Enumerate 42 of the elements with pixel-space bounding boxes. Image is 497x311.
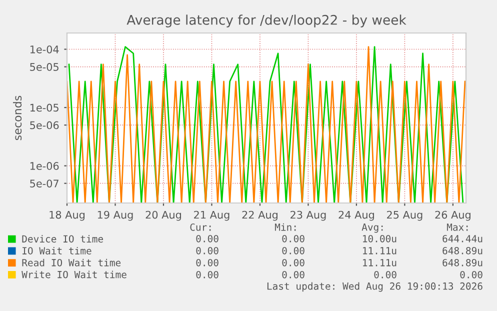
text: 0.00 [282, 270, 304, 278]
text: 11.11u [363, 247, 396, 254]
x-tick-label: 24 Aug [338, 210, 374, 221]
text: 0.00 [282, 234, 304, 242]
x-tick-label: 25 Aug [387, 210, 422, 221]
text: 648.89u [442, 246, 482, 254]
text: 11.11u [363, 259, 396, 266]
text: 0.00 [196, 270, 218, 278]
legend-label: IO Wait time [22, 246, 92, 254]
y-tick-label: 1e-05 [30, 104, 58, 112]
y-tick-label: 5e-05 [30, 63, 58, 71]
text: 0.00 [196, 258, 218, 266]
x-tick-label: 26 Aug [435, 210, 470, 221]
text: Max: [446, 224, 468, 231]
y-tick-label: 5e-06 [30, 121, 59, 130]
x-tick-label: 23 Aug [290, 210, 326, 221]
text: 10.00u [363, 234, 396, 242]
y-axis-title: seconds [13, 96, 22, 140]
text: 0.00 [460, 270, 482, 278]
text: Avg: [362, 224, 383, 233]
chart-title: Average latency for /dev/loop22 - by week [126, 14, 406, 28]
text: 648.89u [442, 258, 482, 266]
text: Cur: [190, 223, 211, 231]
text: Min: [274, 223, 296, 231]
text: 0.00 [374, 270, 396, 278]
text: 0.00 [196, 246, 218, 254]
legend-label: Write IO Wait time [22, 270, 126, 278]
legend-label: Device IO time [22, 235, 103, 243]
text: 0.00 [282, 246, 304, 254]
x-tick-label: 22 Aug [242, 210, 278, 221]
x-tick-label: 20 Aug [146, 210, 181, 221]
x-tick-label: 21 Aug [194, 210, 230, 221]
text: 0.00 [282, 258, 304, 266]
y-tick-label: 1e-06 [30, 162, 59, 170]
x-tick-label: 18 Aug [50, 210, 85, 221]
y-tick-label: 5e-07 [30, 180, 58, 188]
text: 644.44u [442, 234, 482, 242]
legend-label: Read IO Wait time [22, 258, 121, 266]
x-tick-label: 19 Aug [98, 210, 133, 221]
y-tick-label: 1e-04 [30, 45, 59, 54]
text: 0.00 [196, 234, 218, 242]
text: Last update: Wed Aug 26 19:00:13 2026 [267, 282, 482, 292]
